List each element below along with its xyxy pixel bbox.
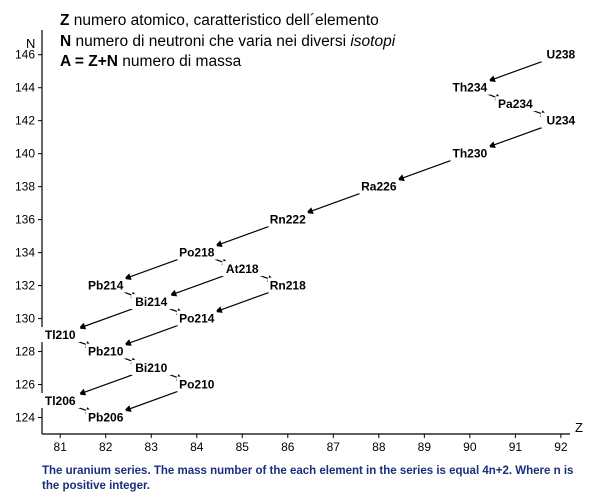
x-tick-label: 82: [99, 440, 113, 454]
isotope-label-bg: [540, 112, 581, 128]
decay-arrow: [396, 159, 452, 181]
uranium-series-diagram: ZN 81 82 83 84 85 86 87 88 89 90 91 921241261281301…: [15, 30, 583, 454]
isotope-label-bg: [85, 277, 126, 293]
decay-arrows: [73, 60, 548, 414]
isotope-label-bg: [176, 376, 217, 392]
decay-arrow: [305, 192, 361, 214]
decay-arrow: [78, 374, 133, 396]
isotope-label: Pb214: [88, 279, 124, 293]
y-tick-label: 138: [15, 180, 35, 194]
isotope-label-bg: [40, 327, 81, 343]
y-tick-label: 128: [15, 345, 35, 359]
y-tick-label: 144: [15, 81, 35, 95]
isotope-label: Po214: [179, 312, 215, 326]
x-tick-label: 89: [418, 440, 432, 454]
isotope-labels: U238 Th234 Pa234 U234 Th230 Ra226 Rn222 Po218 At…: [40, 46, 581, 425]
isotope-label-bg: [358, 178, 399, 194]
isotope-label-bg: [85, 409, 126, 425]
isotope-label: U238: [547, 48, 576, 62]
isotope-label: Bi210: [135, 361, 167, 375]
x-tick-label: 90: [463, 440, 477, 454]
decay-arrow: [214, 291, 270, 313]
isotope-label-bg: [449, 79, 490, 95]
x-tick-label: 83: [145, 440, 159, 454]
isotope-label: Rn218: [270, 279, 306, 293]
decay-arrow: [123, 324, 179, 346]
legend-symbol: A = Z+N: [60, 53, 118, 70]
isotope-label-bg: [131, 294, 172, 310]
isotope-label-bg: [449, 145, 490, 161]
x-axis-label: Z: [575, 420, 583, 435]
axes: ZN: [26, 30, 583, 435]
y-tick-label: 136: [15, 213, 35, 227]
isotope-label-bg: [540, 46, 581, 62]
isotope-label-bg: [176, 244, 217, 260]
isotope-label: Th234: [453, 81, 488, 95]
decay-arrow: [488, 126, 543, 149]
y-tick-label: 142: [15, 114, 35, 128]
x-tick-label: 81: [54, 440, 68, 454]
legend-text: numero atomico, caratteristico dell´elem…: [69, 12, 379, 29]
y-tick-label: 140: [15, 147, 35, 161]
x-tick-label: 91: [509, 440, 523, 454]
decay-arrow: [123, 390, 179, 412]
y-tick-label: 134: [15, 246, 35, 260]
legend-line-n: N numero di neutroni che varia nei diver…: [60, 33, 395, 51]
decay-arrow: [169, 275, 224, 297]
isotope-label: Po218: [179, 246, 215, 260]
isotope-label-bg: [85, 343, 126, 359]
isotope-label: Pb210: [88, 345, 124, 359]
isotope-label: Tl206: [45, 394, 76, 408]
legend-symbol: Z: [60, 12, 70, 29]
isotope-label-bg: [267, 211, 308, 227]
y-tick-label: 146: [15, 48, 35, 62]
y-axis-label: N: [26, 36, 35, 51]
y-tick-label: 124: [15, 411, 35, 425]
decay-arrow: [488, 60, 543, 83]
isotope-label-bg: [176, 310, 217, 326]
axis-ticks: 81 82 83 84 85 86 87 88 89 90 91 92 124 126 128 130 132 1…: [15, 48, 568, 454]
x-tick-label: 88: [372, 440, 386, 454]
y-tick-label: 132: [15, 279, 35, 293]
isotope-label: Tl210: [45, 328, 76, 342]
isotope-label-bg: [222, 261, 263, 277]
y-tick-label: 126: [15, 378, 35, 392]
isotope-label-bg: [267, 277, 308, 293]
isotope-label-bg: [131, 360, 172, 376]
x-tick-label: 87: [327, 440, 341, 454]
isotope-label: Ra226: [361, 180, 397, 194]
x-tick-label: 86: [281, 440, 295, 454]
legend-line-a: A = Z+N numero di massa: [60, 53, 241, 71]
isotope-label: At218: [226, 262, 259, 276]
x-tick-label: 84: [190, 440, 204, 454]
isotope-label: Bi214: [135, 295, 167, 309]
decay-arrow: [123, 258, 179, 280]
decay-arrow: [78, 308, 133, 330]
isotope-label: U234: [547, 114, 576, 128]
x-tick-label: 85: [236, 440, 250, 454]
legend-italic: isotopi: [350, 33, 396, 50]
isotope-label: Pa234: [498, 97, 533, 111]
legend-symbol: N: [60, 33, 72, 50]
isotope-label: Pb206: [88, 411, 124, 425]
figure-caption: The uranium series. The mass number of t…: [42, 465, 574, 492]
legend-text: numero di neutroni che varia nei diversi: [71, 33, 351, 50]
isotope-label-bg: [40, 393, 81, 409]
x-tick-label: 92: [554, 440, 568, 454]
y-tick-label: 130: [15, 312, 35, 326]
isotope-label-bg: [495, 96, 536, 112]
isotope-label: Th230: [453, 147, 488, 161]
isotope-label: Rn222: [270, 213, 306, 227]
legend-text: numero di massa: [118, 53, 242, 70]
isotope-label: Po210: [179, 378, 215, 392]
decay-arrow: [214, 225, 270, 247]
legend-line-z: Z numero atomico, caratteristico dell´el…: [60, 12, 379, 30]
